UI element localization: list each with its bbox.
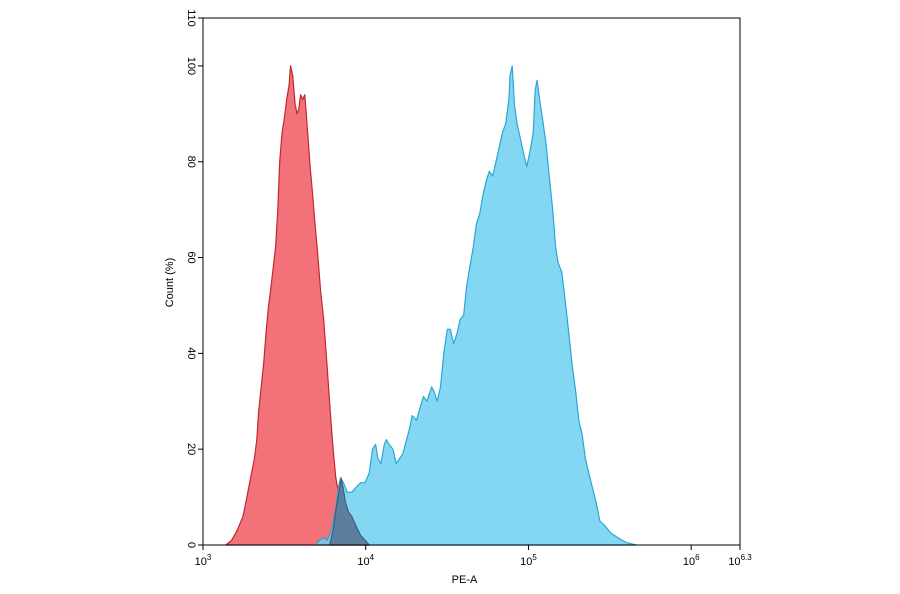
y-tick-label: 100: [185, 57, 197, 75]
x-axis-ticks: 103 104 105 106 106.3: [195, 545, 752, 568]
y-axis-title: Count (%): [164, 258, 176, 308]
plot-frame: [202, 17, 741, 546]
x-tick-label: 106: [683, 553, 700, 568]
x-tick-label: 103: [195, 553, 212, 568]
y-tick-label: 40: [185, 347, 197, 359]
histogram-series-3: [329, 477, 370, 546]
y-tick-label: 60: [185, 251, 197, 263]
y-tick-label: 20: [185, 443, 197, 455]
y-tick-label: 110: [185, 9, 197, 27]
x-axis-title: PE-A: [452, 574, 478, 586]
histogram-series-1: [225, 65, 370, 546]
y-tick-label: 0: [185, 542, 197, 548]
y-axis-ticks: 0 20 40 60 80 100 110: [185, 9, 203, 548]
x-tick-label: 104: [357, 553, 374, 568]
histogram-series-2: [314, 65, 637, 546]
x-tick-label: 106.3: [728, 553, 752, 568]
histogram-series-layer: [225, 65, 637, 546]
x-tick-label: 105: [520, 553, 537, 568]
y-tick-label: 80: [185, 156, 197, 168]
